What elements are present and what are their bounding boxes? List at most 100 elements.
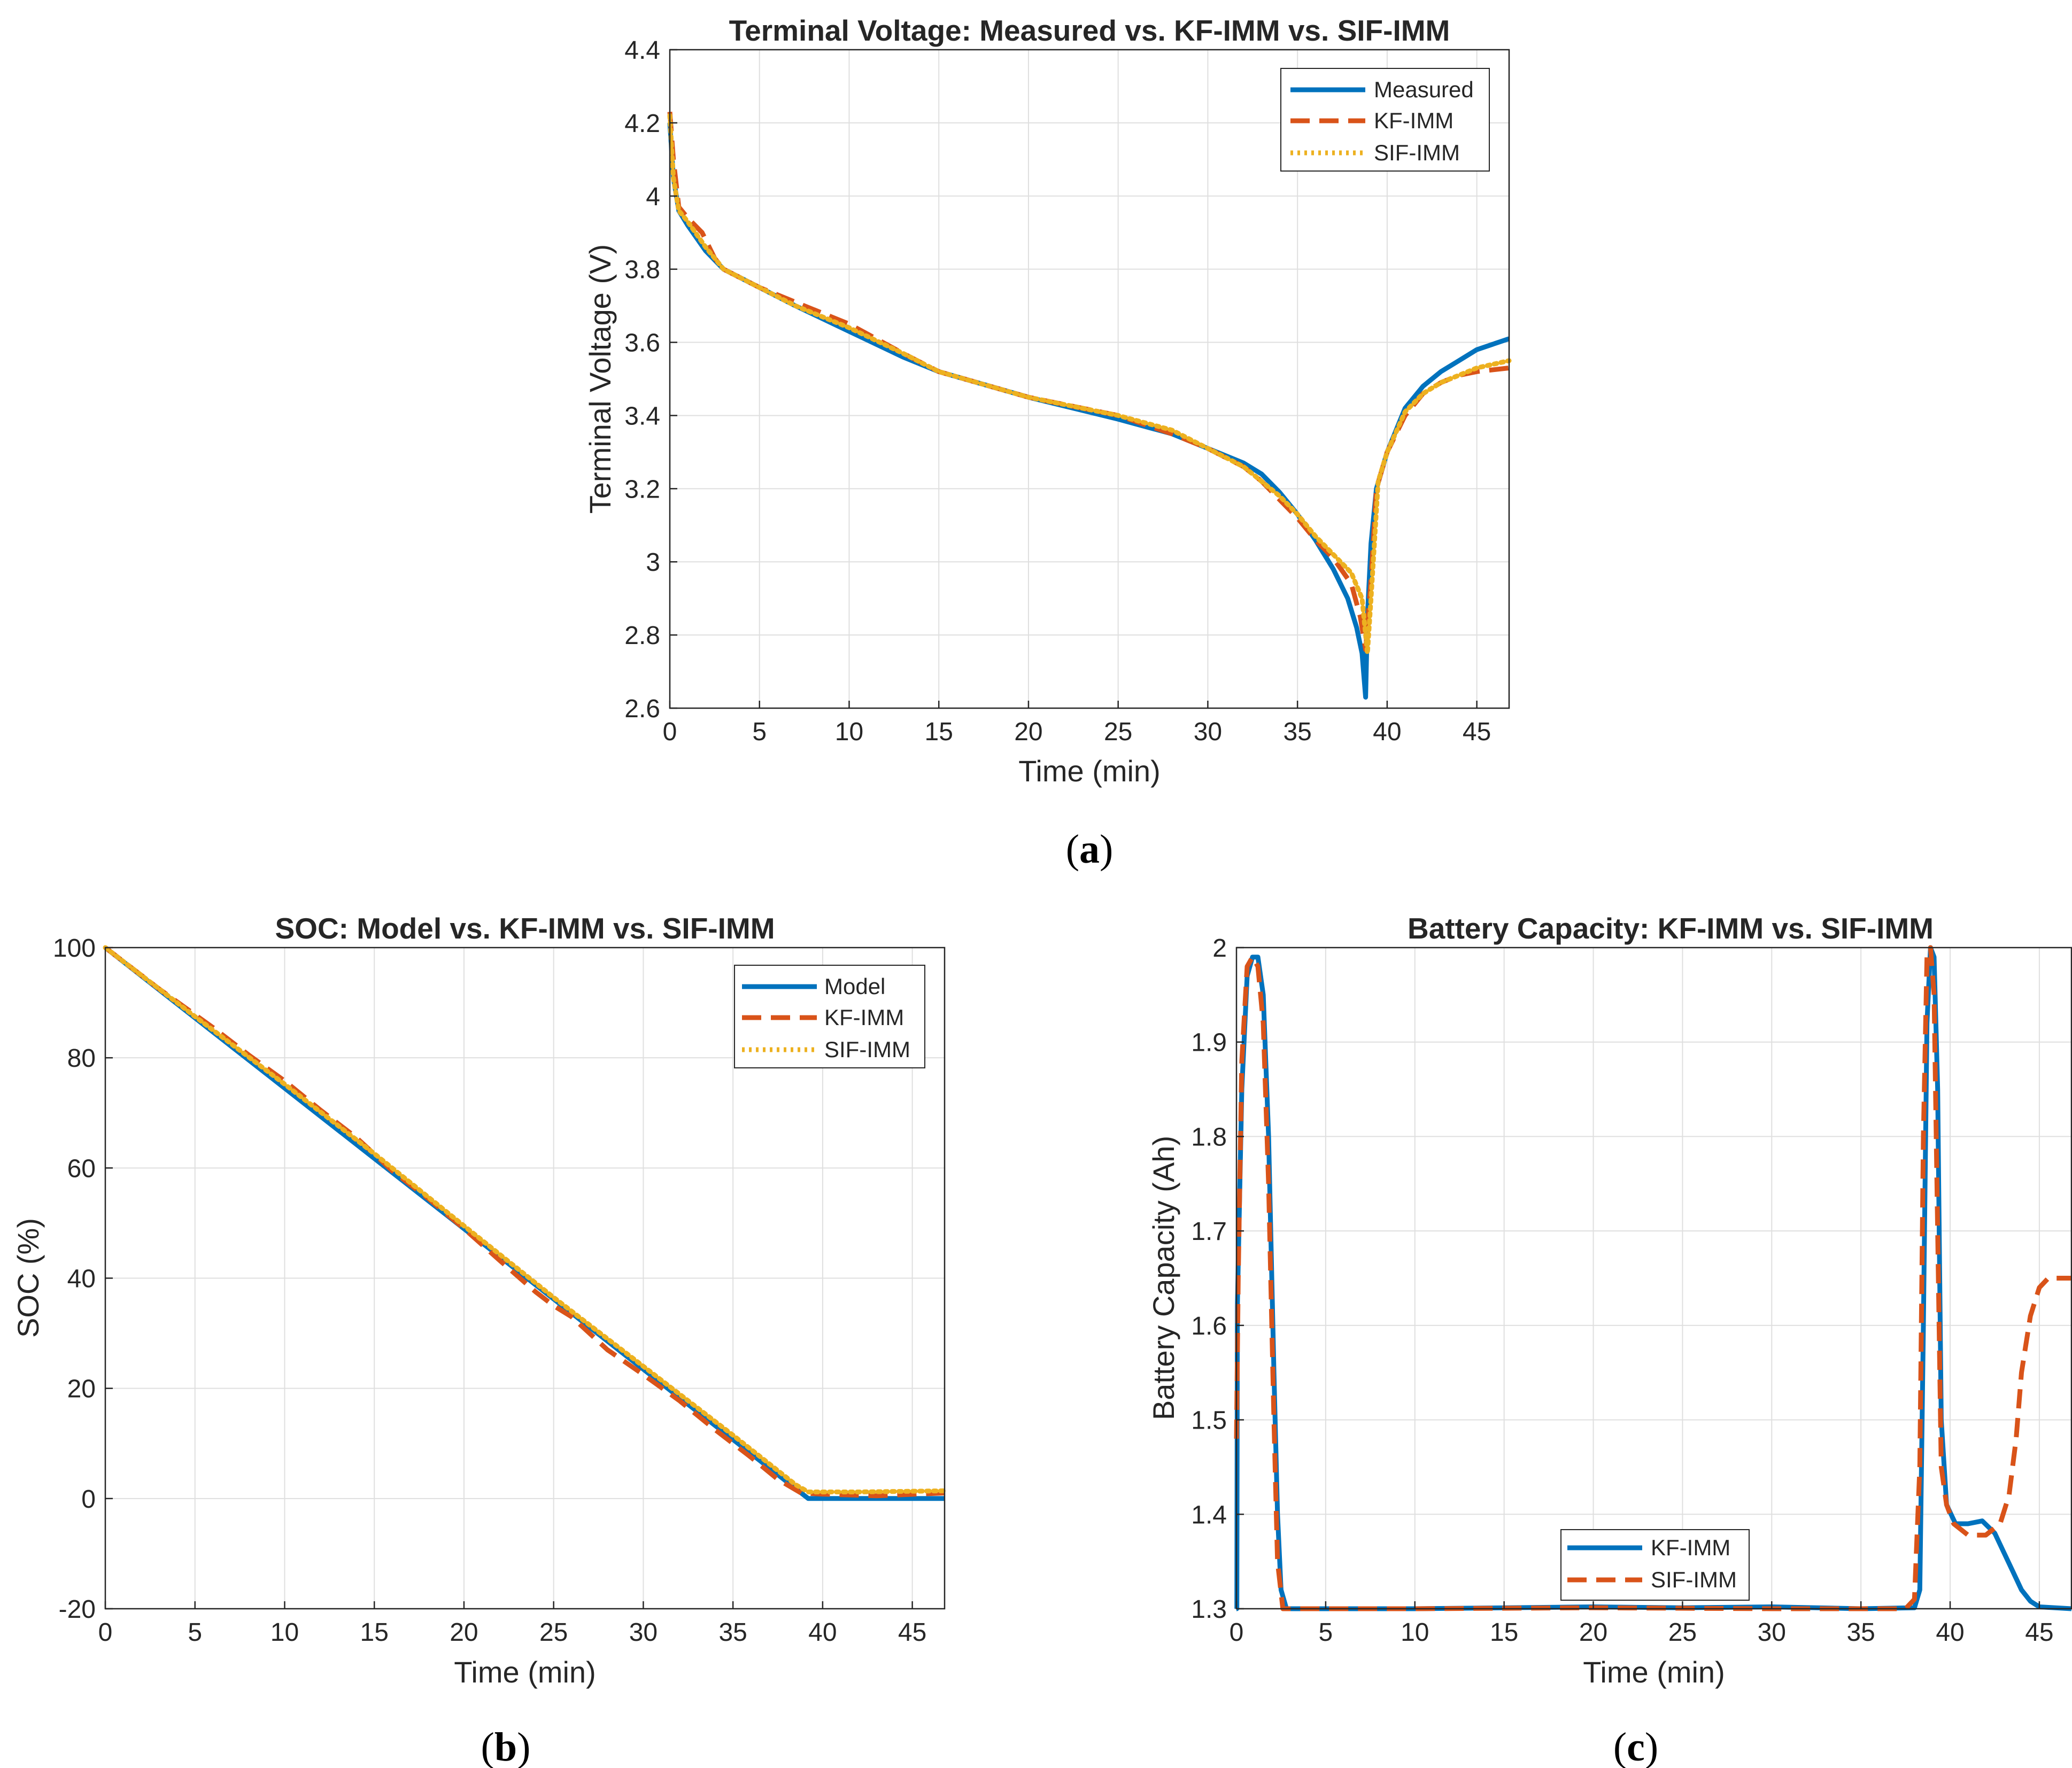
chart-c-legend-box [1560, 1529, 1750, 1601]
chart-a-series-sif-imm [667, 113, 1512, 656]
chart-b-xtick-label: 45 [898, 1618, 926, 1647]
chart-c-legend-label-kf-imm: KF-IMM [1651, 1535, 1730, 1560]
chart-c-ytick-label: 1.7 [1191, 1218, 1227, 1246]
chart-a-xtick-label: 20 [1014, 718, 1042, 746]
chart-panel-c: Battery Capacity: KF-IMM vs. SIF-IMM 0 5 1… [1147, 912, 2072, 1689]
chart-c-plot-area [1235, 947, 2072, 1610]
chart-b-ytick-label: 100 [53, 934, 96, 963]
chart-a-legend-box [1280, 68, 1490, 172]
chart-a-xtick-label: 35 [1283, 718, 1311, 746]
chart-a-ytick-label: 3.4 [624, 402, 660, 430]
chart-b-ylabel: SOC (%) [11, 1218, 45, 1338]
chart-a-ytick-label: 3.6 [624, 329, 660, 358]
chart-b-series-model [104, 945, 945, 1501]
chart-c-xtick-label: 0 [1230, 1618, 1244, 1647]
chart-c-ytick-label: 1.5 [1191, 1407, 1227, 1435]
chart-c-ytick-label: 2 [1212, 934, 1227, 963]
chart-c-yticks: 1.3 1.4 1.5 1.6 1.7 1.8 1.9 2 [1191, 934, 1244, 1624]
chart-b-series [103, 945, 947, 1501]
chart-a-xtick-label: 45 [1463, 718, 1491, 746]
chart-a-ytick-label: 2.8 [624, 622, 660, 650]
chart-panel-b: SOC: Model vs. KF-IMM vs. SIF-IMM 0 5 10 15… [11, 912, 947, 1689]
chart-a-ylabel: Terminal Voltage (V) [583, 244, 617, 514]
chart-b-ytick-label: 60 [67, 1154, 96, 1183]
chart-c-title: Battery Capacity: KF-IMM vs. SIF-IMM [1408, 912, 1934, 945]
chart-b-legend-label-kf-imm: KF-IMM [824, 1005, 904, 1030]
chart-b-xtick-label: 40 [808, 1618, 837, 1647]
chart-a-xtick-label: 10 [835, 718, 863, 746]
chart-c-xtick-label: 5 [1319, 1618, 1333, 1647]
chart-c-ylabel: Battery Capacity (Ah) [1147, 1136, 1180, 1420]
chart-a-ytick-label: 3.8 [624, 256, 660, 284]
chart-b-xtick-label: 25 [539, 1618, 568, 1647]
chart-b-xtick-label: 5 [188, 1618, 202, 1647]
chart-b-legend-label-model: Model [824, 974, 885, 999]
chart-b-legend-box [734, 965, 925, 1068]
chart-b-series-kf-imm [104, 945, 945, 1499]
chart-c-xtick-label: 25 [1668, 1618, 1697, 1647]
chart-c-caption: (c) [1613, 1725, 1658, 1768]
chart-b-xticks: 0 5 10 15 20 25 30 35 40 45 [98, 1601, 926, 1647]
chart-b-ytick-label: 40 [67, 1265, 96, 1293]
chart-a-series-kf-imm [667, 112, 1510, 652]
chart-b-ytick-label: 20 [67, 1375, 96, 1403]
chart-c-xtick-label: 30 [1758, 1618, 1786, 1647]
chart-b-legend-label-sif-imm: SIF-IMM [824, 1037, 910, 1062]
chart-a-ytick-label: 3 [646, 548, 660, 577]
chart-c-xlabel: Time (min) [1583, 1655, 1725, 1689]
chart-a-legend-label-measured: Measured [1374, 77, 1474, 102]
chart-c-xticks: 0 5 10 15 20 25 30 35 40 45 [1230, 1601, 2054, 1647]
chart-b-xtick-label: 15 [360, 1618, 389, 1647]
chart-a-xtick-label: 30 [1194, 718, 1222, 746]
chart-a-xticks: 0 5 10 15 20 25 30 35 40 45 [663, 701, 1491, 746]
chart-b-xtick-label: 10 [270, 1618, 299, 1647]
chart-b-xtick-label: 35 [718, 1618, 747, 1647]
chart-c-xtick-label: 10 [1401, 1618, 1429, 1647]
chart-a-legend-label-sif-imm: SIF-IMM [1374, 140, 1460, 165]
chart-a-ytick-label: 4.4 [624, 36, 660, 65]
chart-b-legend: Model KF-IMM SIF-IMM [734, 965, 925, 1068]
chart-c-xtick-label: 35 [1846, 1618, 1875, 1647]
chart-c-legend: KF-IMM SIF-IMM [1560, 1529, 1750, 1601]
chart-b-ytick-label: 0 [81, 1485, 96, 1514]
chart-b-yticks: -20 0 20 40 60 80 100 [53, 934, 113, 1624]
chart-c-xtick-label: 45 [2025, 1618, 2053, 1647]
chart-a-ytick-label: 4 [646, 183, 660, 211]
chart-a-xlabel: Time (min) [1018, 754, 1160, 788]
chart-b-ytick-label: 80 [67, 1044, 96, 1073]
chart-a-ytick-label: 2.6 [624, 695, 660, 723]
chart-b-xtick-label: 0 [98, 1618, 113, 1647]
chart-a-legend: Measured KF-IMM SIF-IMM [1280, 68, 1490, 172]
chart-c-xtick-label: 40 [1936, 1618, 1964, 1647]
chart-a-plot-area [669, 49, 1510, 709]
chart-b-xtick-label: 20 [450, 1618, 478, 1647]
chart-c-caption-letter: c [1627, 1725, 1645, 1768]
chart-b-xtick-label: 30 [629, 1618, 658, 1647]
chart-b-caption-letter: b [494, 1725, 517, 1768]
chart-c-xtick-label: 20 [1579, 1618, 1607, 1647]
chart-c-ytick-label: 1.9 [1191, 1029, 1227, 1057]
chart-c-series [1234, 945, 2072, 1611]
chart-c-legend-label-sif-imm: SIF-IMM [1651, 1567, 1737, 1592]
chart-a-ytick-label: 3.2 [624, 475, 660, 503]
chart-b-series-sif-imm [103, 945, 947, 1494]
chart-a-xtick-label: 25 [1104, 718, 1132, 746]
chart-a-legend-label-kf-imm: KF-IMM [1374, 108, 1454, 133]
chart-c-ytick-label: 1.8 [1191, 1123, 1227, 1151]
chart-a-caption-letter: a [1079, 827, 1100, 872]
chart-b-title: SOC: Model vs. KF-IMM vs. SIF-IMM [275, 912, 775, 945]
chart-a-xtick-label: 5 [752, 718, 767, 746]
chart-c-series-sif-imm [1234, 945, 2071, 1611]
chart-a-series [667, 112, 1512, 700]
chart-c-series-kf-imm [1234, 945, 2072, 1611]
chart-a-title: Terminal Voltage: Measured vs. KF-IMM vs… [729, 14, 1450, 47]
chart-a-xtick-label: 0 [663, 718, 677, 746]
chart-a-ytick-label: 4.2 [624, 110, 660, 138]
chart-b-ytick-label: -20 [59, 1595, 96, 1624]
chart-c-xtick-label: 15 [1490, 1618, 1518, 1647]
chart-c-ytick-label: 1.4 [1191, 1501, 1227, 1529]
chart-a-yticks: 2.6 2.8 3 3.2 3.4 3.6 3.8 4 4.2 4.4 [624, 36, 677, 723]
chart-b-xlabel: Time (min) [454, 1655, 596, 1689]
chart-a-xtick-label: 40 [1373, 718, 1401, 746]
